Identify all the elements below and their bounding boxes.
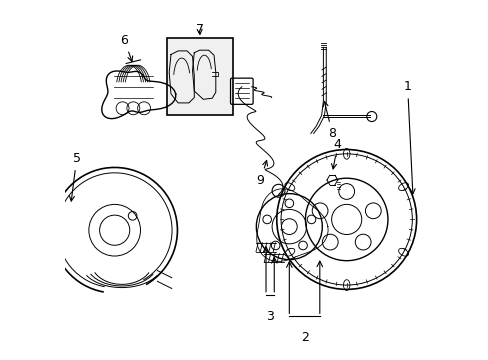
Text: 3: 3 bbox=[265, 310, 273, 323]
Text: 9: 9 bbox=[256, 161, 267, 186]
Text: 8: 8 bbox=[323, 102, 336, 140]
Text: 4: 4 bbox=[331, 138, 341, 169]
Text: 1: 1 bbox=[403, 80, 414, 194]
Text: 2: 2 bbox=[300, 331, 308, 344]
Text: 5: 5 bbox=[69, 152, 81, 201]
Text: 6: 6 bbox=[120, 33, 132, 62]
Bar bbox=[167, 39, 233, 116]
Text: 7: 7 bbox=[195, 23, 203, 36]
